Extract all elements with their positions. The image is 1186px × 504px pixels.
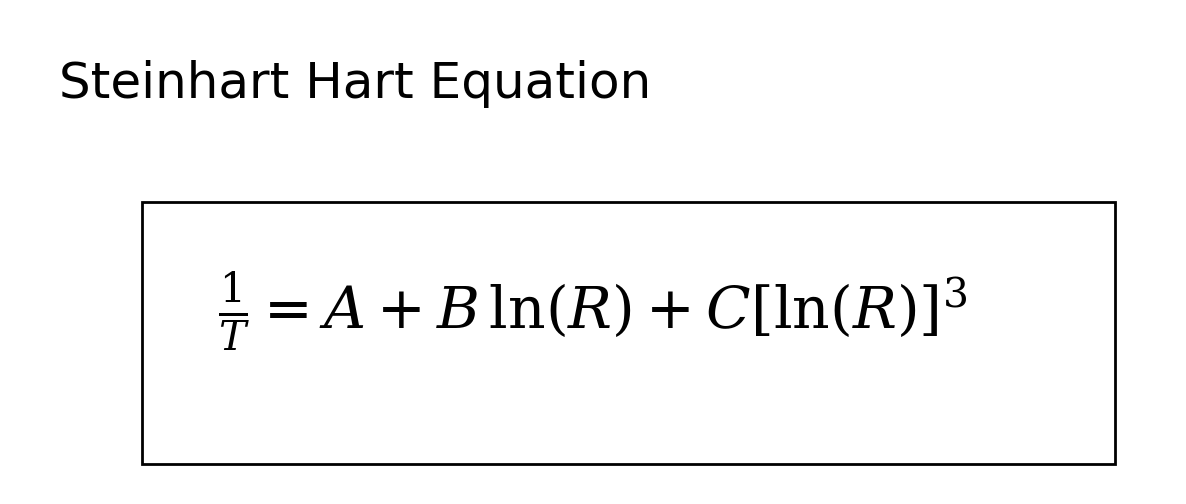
Text: Steinhart Hart Equation: Steinhart Hart Equation xyxy=(59,60,651,108)
Text: $\frac{1}{T} = A + B\,\ln(R) + C[\ln(R)]^3$: $\frac{1}{T} = A + B\,\ln(R) + C[\ln(R)]… xyxy=(218,271,968,354)
FancyBboxPatch shape xyxy=(142,202,1115,464)
